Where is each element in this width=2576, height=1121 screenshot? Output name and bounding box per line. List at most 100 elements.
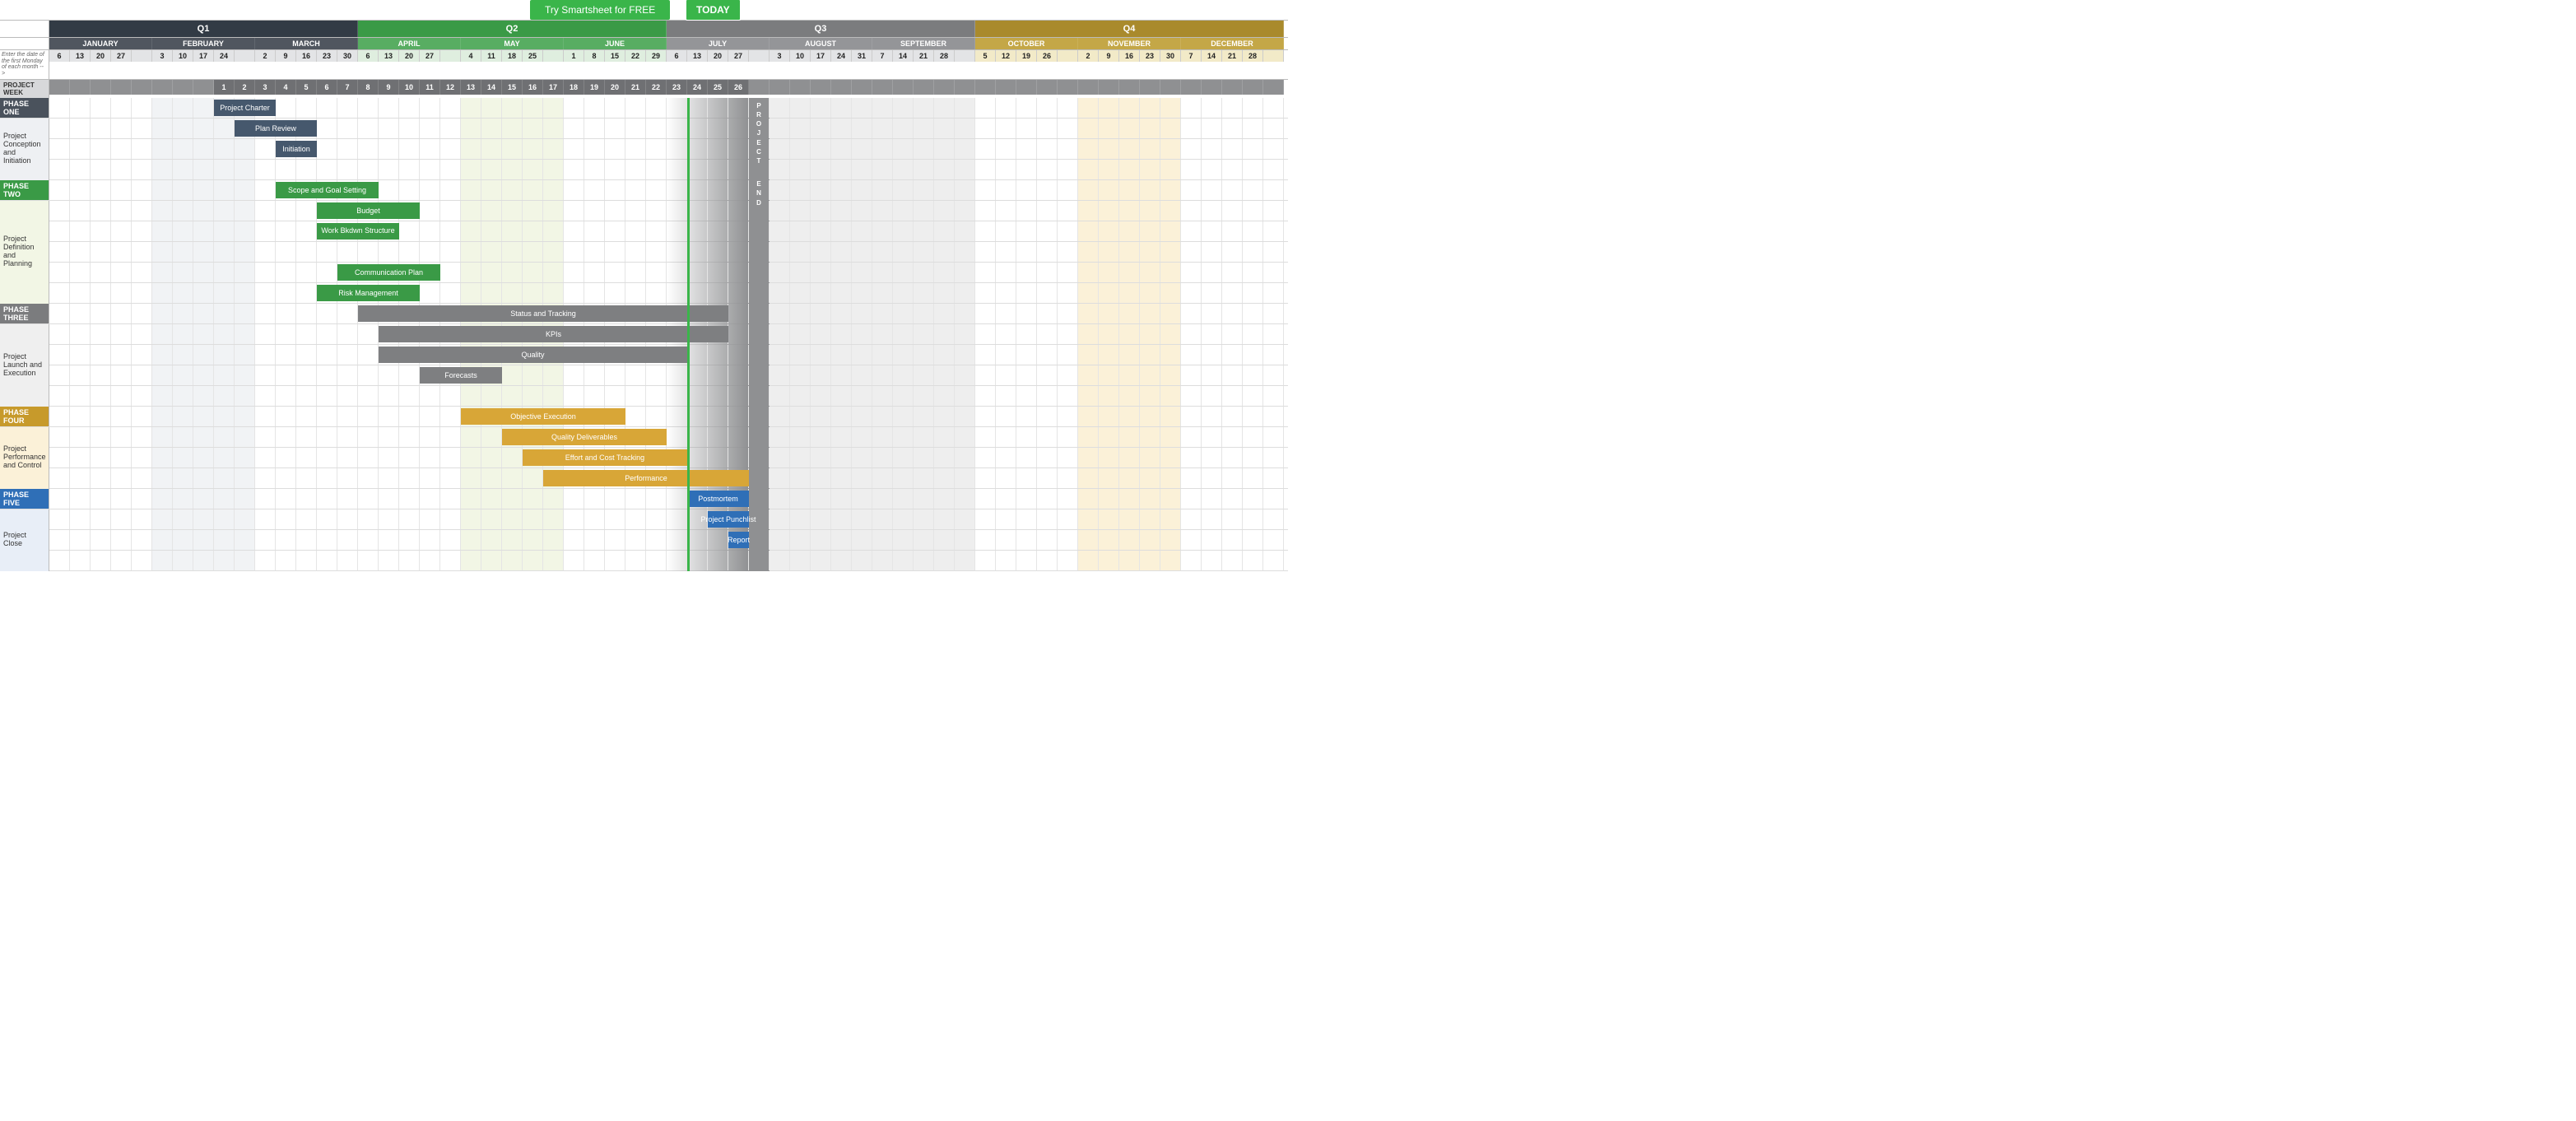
week-num <box>152 80 173 95</box>
gantt-bar[interactable]: Performance <box>543 470 749 486</box>
week-num: 17 <box>543 80 564 95</box>
day-header: 2 <box>1078 50 1099 62</box>
week-num: 7 <box>337 80 358 95</box>
gantt-bar[interactable]: Quality <box>379 347 687 363</box>
week-num <box>111 80 132 95</box>
phase-description: Project Definition and Planning <box>0 201 49 304</box>
week-num: 4 <box>276 80 296 95</box>
day-header: 19 <box>1016 50 1037 62</box>
day-header: 3 <box>152 50 173 62</box>
day-header: 9 <box>276 50 296 62</box>
week-num <box>790 80 811 95</box>
gantt-bar[interactable]: Scope and Goal Setting <box>276 182 379 198</box>
day-header: 16 <box>296 50 317 62</box>
day-header <box>235 50 255 62</box>
week-num <box>1119 80 1140 95</box>
week-num <box>1058 80 1078 95</box>
gantt-bar[interactable]: Project Charter <box>214 100 276 116</box>
week-num <box>934 80 955 95</box>
day-header <box>543 50 564 62</box>
quarter-header: Q2 <box>358 21 667 37</box>
week-num: 11 <box>420 80 440 95</box>
week-num: 23 <box>667 80 687 95</box>
week-num: 26 <box>728 80 749 95</box>
today-button[interactable]: TODAY <box>686 0 741 21</box>
gantt-bar[interactable]: KPIs <box>379 326 728 342</box>
week-num: 1 <box>214 80 235 95</box>
day-header: 12 <box>996 50 1016 62</box>
week-num <box>955 80 975 95</box>
week-num <box>831 80 852 95</box>
day-header: 17 <box>811 50 831 62</box>
week-num: 12 <box>440 80 461 95</box>
gantt-bar[interactable]: Postmortem <box>687 491 749 507</box>
gantt-bar[interactable]: Report <box>728 532 749 548</box>
month-header: AUGUST <box>770 38 872 49</box>
month-header: JULY <box>667 38 770 49</box>
week-num <box>91 80 111 95</box>
day-header <box>1058 50 1078 62</box>
quarter-header: Q1 <box>49 21 358 37</box>
day-header: 7 <box>1181 50 1202 62</box>
phase-header: PHASE FIVE <box>0 489 49 509</box>
day-header: 18 <box>502 50 523 62</box>
week-num <box>749 80 770 95</box>
gantt-bar[interactable]: Communication Plan <box>337 264 440 281</box>
gantt-bar[interactable]: Quality Deliverables <box>502 429 667 445</box>
day-header: 20 <box>91 50 111 62</box>
day-header: 3 <box>770 50 790 62</box>
day-header: 10 <box>173 50 193 62</box>
day-header: 14 <box>893 50 914 62</box>
day-header: 4 <box>461 50 481 62</box>
gantt-bar[interactable]: Forecasts <box>420 367 502 384</box>
month-header: OCTOBER <box>975 38 1078 49</box>
day-header: 22 <box>625 50 646 62</box>
week-num: 10 <box>399 80 420 95</box>
gantt-bar[interactable]: Plan Review <box>235 120 317 137</box>
day-header: 14 <box>1202 50 1222 62</box>
gantt-bar[interactable]: Initiation <box>276 141 317 157</box>
day-header: 7 <box>872 50 893 62</box>
day-header: 2 <box>255 50 276 62</box>
day-header: 21 <box>1222 50 1243 62</box>
day-header: 27 <box>420 50 440 62</box>
gantt-bar[interactable]: Objective Execution <box>461 408 625 425</box>
week-num: 13 <box>461 80 481 95</box>
week-num <box>996 80 1016 95</box>
day-header: 15 <box>605 50 625 62</box>
gantt-bar[interactable]: Effort and Cost Tracking <box>523 449 687 466</box>
week-num: 19 <box>584 80 605 95</box>
day-header: 28 <box>934 50 955 62</box>
day-header <box>749 50 770 62</box>
month-header: APRIL <box>358 38 461 49</box>
day-header: 20 <box>708 50 728 62</box>
day-header: 29 <box>646 50 667 62</box>
week-num <box>70 80 91 95</box>
week-num <box>1078 80 1099 95</box>
week-num: 24 <box>687 80 708 95</box>
week-num <box>852 80 872 95</box>
gantt-bar[interactable]: Project Punchlist <box>708 511 749 528</box>
day-header: 24 <box>214 50 235 62</box>
phase-description: Project Conception and Initiation <box>0 119 49 180</box>
week-num <box>1016 80 1037 95</box>
gantt-bar[interactable]: Budget <box>317 202 420 219</box>
week-num <box>811 80 831 95</box>
gantt-bar[interactable]: Risk Management <box>317 285 420 301</box>
week-num <box>1099 80 1119 95</box>
day-header: 11 <box>481 50 502 62</box>
try-smartsheet-button[interactable]: Try Smartsheet for FREE <box>530 0 670 20</box>
gantt-bar[interactable]: Work Bkdwn Structure <box>317 223 399 240</box>
day-header <box>440 50 461 62</box>
month-header: NOVEMBER <box>1078 38 1181 49</box>
day-header: 21 <box>914 50 934 62</box>
corner-note: Enter the date of the first Monday of ea… <box>0 50 49 79</box>
day-header: 8 <box>584 50 605 62</box>
week-num: 15 <box>502 80 523 95</box>
week-num: 18 <box>564 80 584 95</box>
day-header: 1 <box>564 50 584 62</box>
gantt-bar[interactable]: Status and Tracking <box>358 305 728 322</box>
day-header: 23 <box>317 50 337 62</box>
week-num <box>1160 80 1181 95</box>
day-header: 16 <box>1119 50 1140 62</box>
